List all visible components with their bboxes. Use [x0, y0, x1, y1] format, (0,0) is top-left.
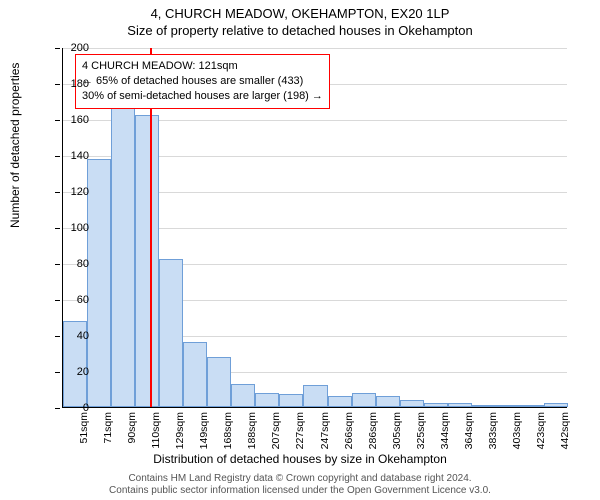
x-tick-label: 344sqm: [439, 412, 451, 449]
histogram-bar: [400, 400, 424, 407]
histogram-bar: [111, 105, 135, 407]
chart-container: 4, CHURCH MEADOW, OKEHAMPTON, EX20 1LP S…: [0, 0, 600, 500]
histogram-bar: [448, 403, 472, 407]
x-tick-label: 90sqm: [126, 412, 138, 444]
histogram-bar: [352, 393, 376, 407]
x-tick-label: 129sqm: [174, 412, 186, 449]
y-axis-title: Number of detached properties: [8, 63, 22, 228]
x-tick-label: 383sqm: [487, 412, 499, 449]
histogram-bar: [472, 405, 496, 407]
footer-line-1: Contains HM Land Registry data © Crown c…: [0, 473, 600, 485]
histogram-bar: [376, 396, 400, 407]
histogram-bar: [135, 115, 159, 407]
y-tick-label: 60: [59, 294, 89, 306]
x-tick-label: 188sqm: [246, 412, 258, 449]
annotation-box: 4 CHURCH MEADOW: 121sqm← 65% of detached…: [75, 54, 330, 109]
plot-area: 4 CHURCH MEADOW: 121sqm← 65% of detached…: [62, 48, 567, 408]
annotation-line: 4 CHURCH MEADOW: 121sqm: [82, 59, 323, 74]
x-tick-label: 247sqm: [319, 412, 331, 449]
x-tick-label: 266sqm: [343, 412, 355, 449]
annotation-line: ← 65% of detached houses are smaller (43…: [82, 74, 323, 89]
x-axis-title: Distribution of detached houses by size …: [0, 452, 600, 466]
histogram-bar: [303, 385, 327, 407]
chart-subtitle: Size of property relative to detached ho…: [0, 21, 600, 38]
x-tick-label: 364sqm: [463, 412, 475, 449]
y-tick-label: 160: [59, 114, 89, 126]
x-tick-label: 442sqm: [559, 412, 571, 449]
y-tick-label: 100: [59, 222, 89, 234]
histogram-bar: [207, 357, 231, 407]
histogram-bar: [255, 393, 279, 407]
y-tick-label: 140: [59, 150, 89, 162]
x-tick-label: 149sqm: [198, 412, 210, 449]
histogram-bar: [328, 396, 352, 407]
y-tick-label: 20: [59, 366, 89, 378]
y-tick-label: 120: [59, 186, 89, 198]
histogram-bar: [87, 159, 111, 407]
y-tick-label: 80: [59, 258, 89, 270]
x-tick-label: 168sqm: [222, 412, 234, 449]
histogram-bar: [279, 394, 303, 407]
x-tick-label: 403sqm: [511, 412, 523, 449]
gridline: [63, 48, 567, 49]
histogram-bar: [231, 384, 255, 407]
x-tick-label: 227sqm: [294, 412, 306, 449]
histogram-bar: [159, 259, 183, 407]
x-tick-label: 286sqm: [367, 412, 379, 449]
histogram-bar: [424, 403, 448, 407]
x-tick-label: 305sqm: [391, 412, 403, 449]
histogram-bar: [544, 403, 568, 407]
x-tick-label: 71sqm: [102, 412, 114, 444]
x-tick-label: 207sqm: [270, 412, 282, 449]
chart-title: 4, CHURCH MEADOW, OKEHAMPTON, EX20 1LP: [0, 0, 600, 21]
x-tick-label: 51sqm: [78, 412, 90, 444]
histogram-bar: [496, 405, 520, 407]
y-tick-label: 200: [59, 42, 89, 54]
x-tick-label: 110sqm: [150, 412, 162, 449]
x-tick-label: 423sqm: [535, 412, 547, 449]
y-tick-label: 40: [59, 330, 89, 342]
footer-line-2: Contains public sector information licen…: [0, 485, 600, 497]
x-tick-label: 325sqm: [415, 412, 427, 449]
histogram-bar: [183, 342, 207, 407]
annotation-line: 30% of semi-detached houses are larger (…: [82, 89, 323, 104]
y-tick-label: 180: [59, 78, 89, 90]
histogram-bar: [520, 405, 544, 407]
chart-footer: Contains HM Land Registry data © Crown c…: [0, 473, 600, 497]
